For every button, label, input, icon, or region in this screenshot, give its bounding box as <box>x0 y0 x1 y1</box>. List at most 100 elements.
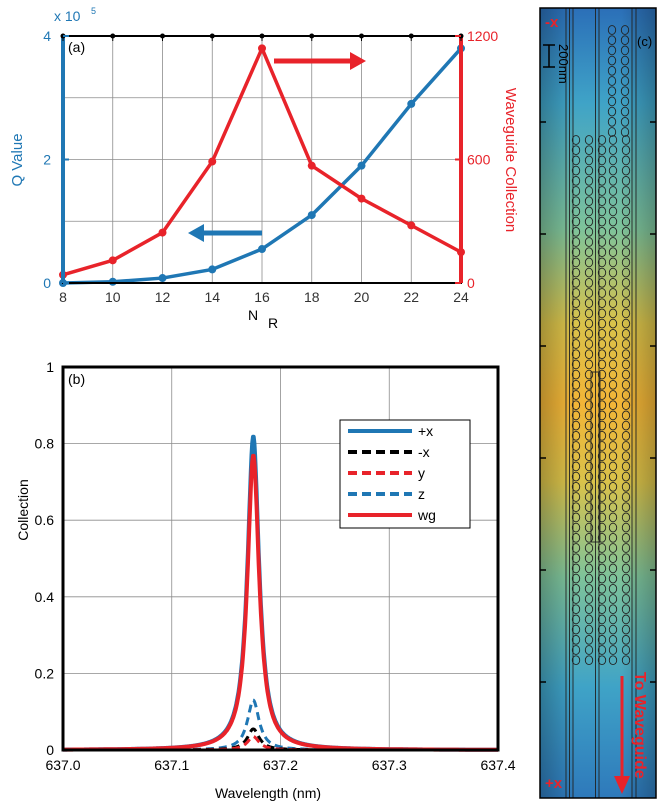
panel-c-hole <box>597 379 607 390</box>
panel-a-ytick-left-label: 2 <box>43 152 51 168</box>
panel-a-point-left <box>258 245 266 254</box>
panel-c-hole <box>621 175 631 186</box>
panel-c-hole <box>571 165 581 176</box>
panel-b-xtick-label: 637.0 <box>45 757 80 773</box>
panel-c-hole <box>584 522 594 533</box>
panel-b-xtick-label: 637.3 <box>372 757 407 773</box>
panel-c-hole <box>584 471 594 482</box>
panel-c-hole <box>584 400 594 411</box>
panel-c-hole <box>597 655 607 666</box>
panel-c-hole <box>621 196 631 207</box>
panel-c-hole <box>621 614 631 625</box>
panel-c-hole <box>584 277 594 288</box>
panel-a-point-left <box>307 211 316 220</box>
panel-b-ytick-label: 0 <box>46 742 54 758</box>
panel-c-hole <box>621 359 631 370</box>
panel-c-hole <box>571 400 581 411</box>
panel-c-hole <box>597 594 607 604</box>
panel-c-hole <box>620 55 630 66</box>
panel-a-xtick-label: 18 <box>304 289 320 305</box>
panel-c-hole <box>584 430 594 441</box>
panel-c-hole <box>597 430 607 441</box>
panel-c-hole <box>584 492 594 502</box>
panel-c-hole <box>571 543 581 553</box>
panel-c-hole <box>584 267 594 278</box>
panel-c-hole <box>620 127 630 137</box>
panel-a-point-left <box>407 99 416 108</box>
panel-c-hole <box>597 196 607 207</box>
panel-c-hole <box>597 155 607 166</box>
panel-c-hole <box>621 318 631 329</box>
panel-c-hole <box>597 451 607 462</box>
panel-c-hole <box>597 359 607 370</box>
panel-c-hole <box>621 461 631 472</box>
panel-c-hole <box>597 257 607 268</box>
panel-a-xtick-label: 24 <box>453 289 469 305</box>
panel-c-hole <box>608 318 618 329</box>
panel-c-hole <box>584 390 594 400</box>
panel-b-xtick-label: 637.1 <box>154 757 189 773</box>
panel-c-hole <box>608 308 618 319</box>
panel-c-hole <box>571 451 581 462</box>
panel-c-hole <box>607 127 617 137</box>
panel-c-arrow-label: To Waveguide <box>631 672 648 779</box>
panel-c-hole <box>621 634 631 645</box>
panel-c-hole <box>621 441 631 451</box>
panel-b-label: (b) <box>68 371 85 387</box>
panel-c-hole <box>608 430 618 441</box>
panel-b-legend-label: z <box>418 486 425 502</box>
panel-a-label: (a) <box>68 39 85 55</box>
panel-c-hole <box>607 116 617 127</box>
panel-c-hole <box>621 400 631 411</box>
panel-c-hole <box>571 502 581 513</box>
panel-c-hole <box>621 206 631 217</box>
panel-c-hole <box>597 522 607 533</box>
panel-c-hole <box>584 196 594 207</box>
panel-c-hole <box>571 532 581 543</box>
panel-c-hole <box>608 216 618 227</box>
panel-c-hole <box>608 175 618 186</box>
panel-c-hole <box>597 175 607 186</box>
panel-c-hole <box>571 583 581 594</box>
panel-c-hole <box>621 563 631 574</box>
panel-a-xtick-dot <box>160 33 165 39</box>
panel-c-hole <box>608 226 618 237</box>
panel-c-hole <box>608 165 618 176</box>
panel-a-arrow-left-head <box>188 224 204 242</box>
panel-b-ytick-label: 0.4 <box>35 589 55 605</box>
panel-c-hole <box>584 379 594 390</box>
panel-c-hole <box>571 135 581 145</box>
panel-c-hole <box>607 106 617 117</box>
panel-c-hole <box>621 471 631 482</box>
panel-c-hole <box>571 645 581 655</box>
panel-c-hole <box>621 135 631 145</box>
panel-c-hole <box>597 339 607 349</box>
panel-a-point-left <box>208 265 217 274</box>
panel-c-hole <box>571 430 581 441</box>
panel-c-hole <box>608 237 618 247</box>
panel-c-hole <box>608 135 618 145</box>
panel-c-hole <box>584 257 594 268</box>
panel-a-xtick-dot <box>209 33 215 39</box>
panel-c-hole <box>597 390 607 400</box>
panel-c-hole <box>621 553 631 564</box>
panel-c-hole <box>597 135 607 145</box>
panel-c-hole <box>620 76 630 86</box>
panel-a-xtick-dot <box>309 33 315 39</box>
panel-c-hole <box>597 645 607 655</box>
panel-c-hole <box>621 604 631 615</box>
panel-a-multiplier-exp: 5 <box>91 6 96 16</box>
panel-c-hole <box>621 186 631 196</box>
panel-c-hole <box>571 267 581 278</box>
panel-c-hole <box>621 226 631 237</box>
panel-c-hole <box>621 522 631 533</box>
panel-c-hole <box>571 196 581 207</box>
panel-c-hole <box>621 543 631 553</box>
panel-a-ytick-right-label: 0 <box>467 275 475 291</box>
panel-c-hole <box>608 267 618 278</box>
panel-c-hole <box>584 420 594 431</box>
panel-c-hole <box>571 369 581 380</box>
panel-c-hole <box>621 165 631 176</box>
panel-c-hole <box>597 226 607 237</box>
